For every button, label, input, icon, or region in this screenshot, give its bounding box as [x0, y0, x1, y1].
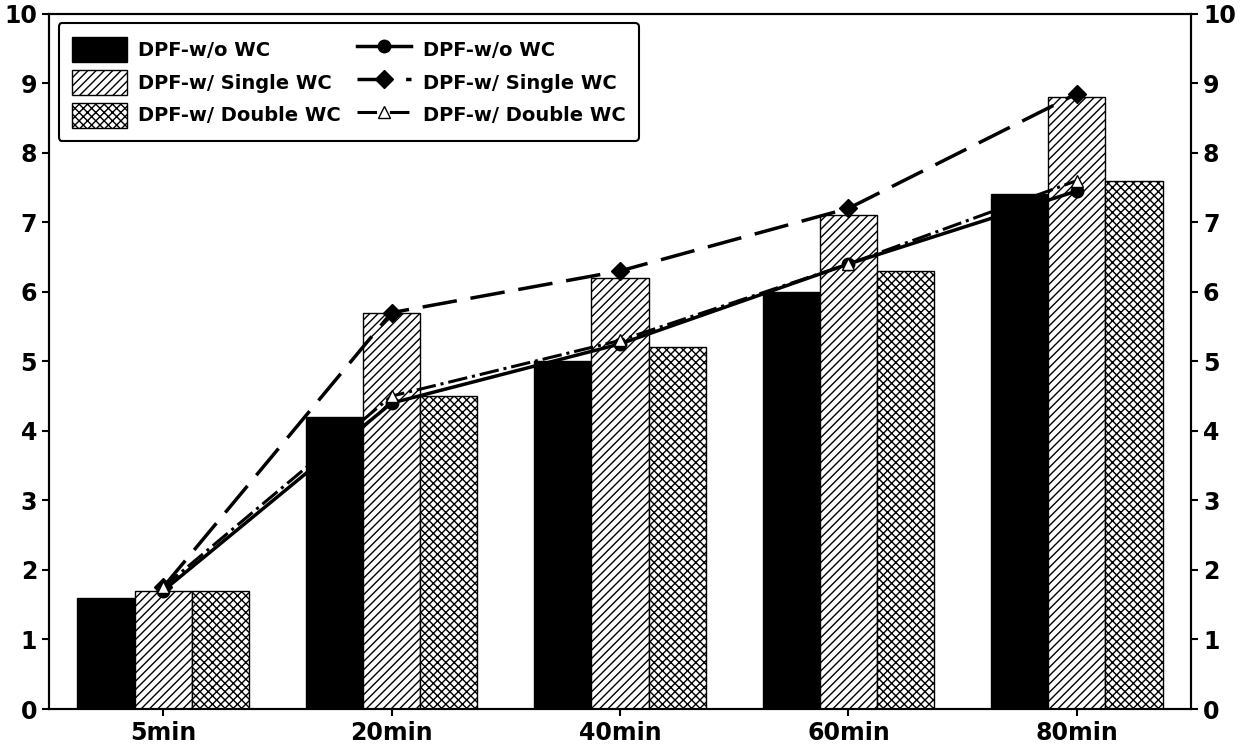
- Bar: [306, 417, 363, 709]
- Bar: [192, 591, 249, 709]
- Bar: [877, 271, 934, 709]
- Bar: [134, 591, 192, 709]
- Bar: [763, 292, 820, 709]
- Legend: DPF-w/o WC, DPF-w/ Single WC, DPF-w/ Double WC, DPF-w/o WC, DPF-w/ Single WC, DP: DPF-w/o WC, DPF-w/ Single WC, DPF-w/ Dou…: [58, 23, 639, 141]
- Bar: [1048, 97, 1106, 709]
- Bar: [1106, 181, 1163, 709]
- Bar: [820, 215, 877, 709]
- Bar: [991, 195, 1048, 709]
- Bar: [649, 348, 706, 709]
- Bar: [534, 361, 591, 709]
- Bar: [77, 598, 134, 709]
- Bar: [363, 312, 420, 709]
- Bar: [591, 278, 649, 709]
- Bar: [420, 396, 477, 709]
